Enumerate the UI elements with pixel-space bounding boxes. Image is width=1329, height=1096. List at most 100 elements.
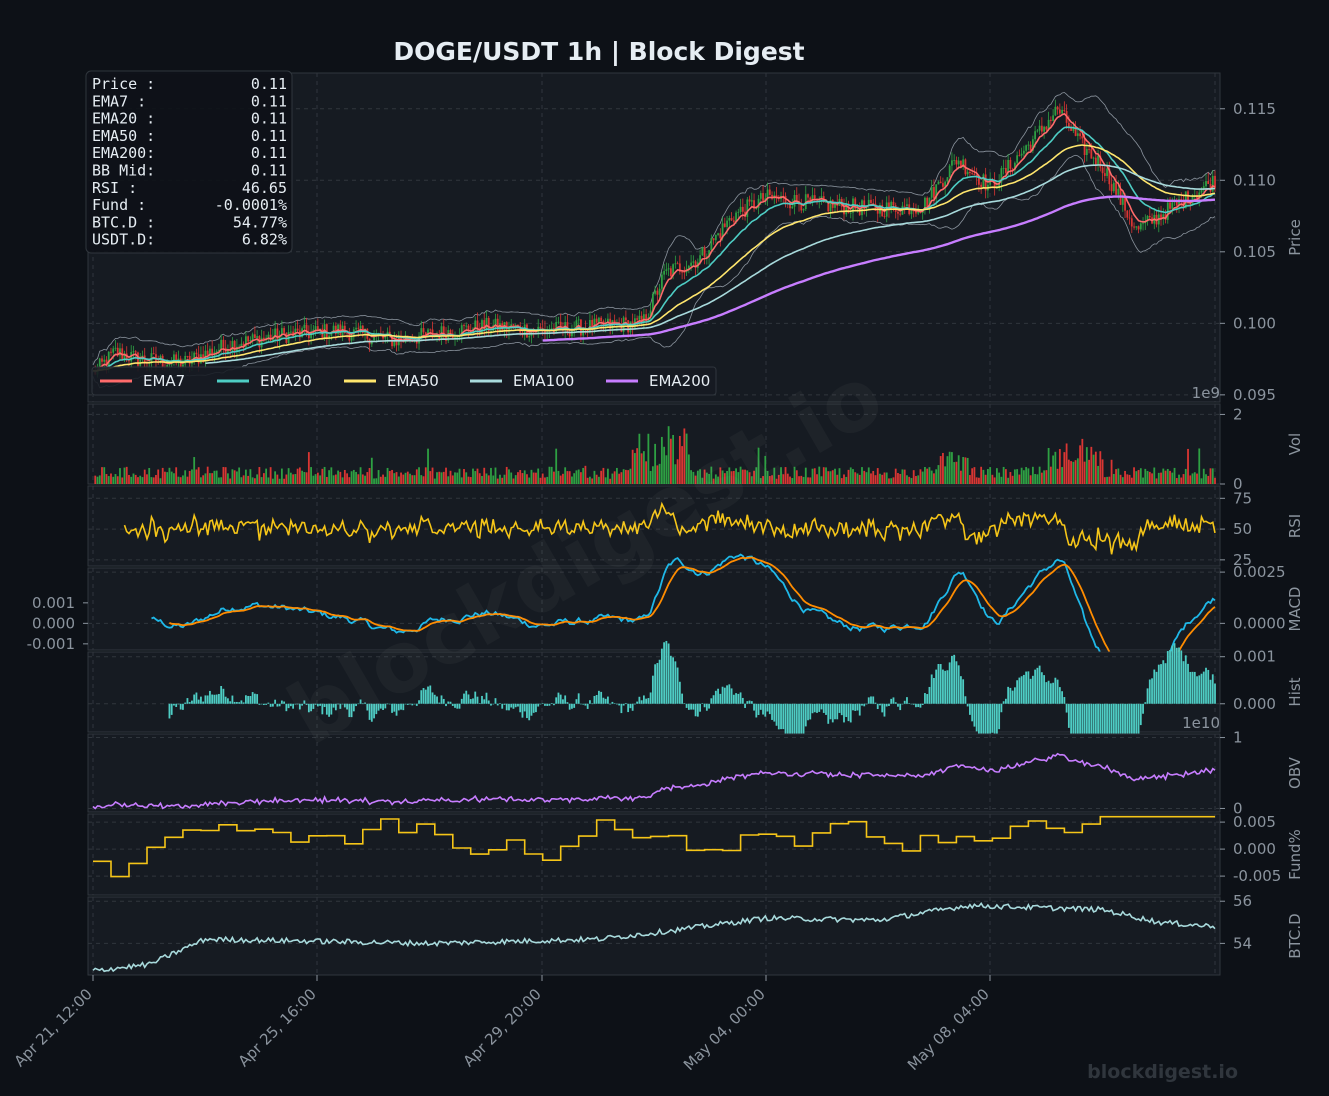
candle-body [1108, 168, 1111, 185]
candle-body [813, 195, 816, 199]
candle-body [240, 343, 243, 347]
hist-bar [867, 697, 870, 704]
hist-bar [251, 692, 254, 704]
hist-bar [539, 703, 542, 705]
hist-bar [420, 690, 423, 704]
hist-bar [822, 703, 825, 713]
hist-bar [1074, 703, 1077, 754]
volume-bar [328, 470, 330, 484]
volume-bar [501, 477, 504, 484]
candle-body [849, 212, 852, 214]
candle-body [768, 189, 771, 195]
volume-bar [391, 469, 393, 484]
volume-bar [267, 477, 270, 484]
volume-bar [512, 478, 515, 484]
info-value: 6.82% [242, 231, 287, 249]
hist-bar [1108, 703, 1111, 757]
candle-body [1074, 127, 1077, 136]
volume-bar [386, 467, 389, 484]
volume-bar [966, 457, 969, 484]
hist-bar [766, 703, 769, 712]
hist-bar [609, 703, 612, 705]
volume-bar [377, 470, 380, 484]
hist-bar [442, 698, 445, 704]
candle-body [656, 290, 659, 295]
volume-bar [1151, 473, 1153, 484]
hist-bar [562, 699, 564, 704]
volume-bar [618, 473, 621, 484]
volume-bar [613, 471, 616, 484]
hist-bar [1187, 663, 1189, 704]
candle-body [132, 351, 135, 353]
y-tick-label: 0.000 [1233, 695, 1276, 713]
volume-bar [1101, 459, 1104, 484]
volume-bar [1209, 468, 1212, 484]
volume-bar [667, 426, 670, 484]
volume-bar [795, 470, 798, 484]
hist-bar [553, 703, 555, 706]
candle-body [107, 351, 110, 367]
volume-bar [784, 467, 787, 484]
volume-bar [1072, 461, 1075, 484]
volume-bar [717, 476, 719, 484]
hist-bar [346, 703, 348, 710]
hist-bar [998, 703, 1001, 730]
volume-bar [323, 466, 326, 484]
volume-bar [1094, 451, 1097, 484]
candle-body [1090, 149, 1093, 159]
hist-bar [1065, 703, 1068, 713]
volume-bar [973, 467, 976, 484]
candle-body [422, 328, 425, 333]
volume-bar [732, 470, 735, 484]
volume-bar [490, 467, 492, 484]
volume-bar [307, 452, 310, 484]
hist-bar [876, 703, 879, 710]
volume-bar [370, 457, 373, 484]
hist-bar [667, 643, 670, 704]
candle-body [732, 220, 735, 222]
volume-bar [247, 475, 250, 484]
volume-bar [854, 472, 857, 484]
hist-bar [262, 703, 265, 706]
volume-bar [1049, 466, 1052, 484]
hist-bar [624, 703, 627, 704]
hist-bar [618, 703, 621, 706]
hist-bar [537, 703, 540, 707]
hist-bar [328, 703, 330, 717]
volume-bar [1178, 474, 1180, 484]
volume-bar [550, 466, 553, 484]
candle-body [1130, 218, 1133, 227]
hist-bar [681, 693, 684, 704]
candle-body [701, 247, 704, 256]
hist-bar [364, 702, 366, 704]
hist-bar [186, 698, 189, 704]
volume-bar [1097, 465, 1099, 484]
hist-bar [321, 703, 324, 715]
volume-bar [128, 474, 130, 484]
volume-bar [874, 475, 877, 484]
volume-bar [1081, 438, 1084, 484]
volume-bar [1079, 445, 1081, 484]
hist-bar [202, 701, 205, 704]
hist-bar [1070, 703, 1072, 741]
hist-bar [649, 692, 652, 704]
candle-body [1187, 191, 1189, 204]
volume-bar [768, 476, 771, 484]
volume-bar [856, 473, 859, 484]
candle-body [971, 173, 974, 174]
hist-bar [249, 696, 252, 704]
rsi-line [123, 501, 1216, 555]
volume-bar [116, 476, 119, 484]
candle-body [1162, 214, 1165, 219]
hist-bar [854, 703, 857, 711]
hist-bar [548, 703, 551, 706]
candle-body [874, 203, 877, 211]
hist-bar [613, 703, 616, 705]
volume-bar [1103, 477, 1106, 484]
candle-body [863, 200, 866, 209]
hist-bar [334, 703, 337, 711]
candle-body [771, 194, 773, 199]
volume-bar [316, 472, 319, 484]
volume-bar [1009, 472, 1012, 484]
hist-bar [388, 703, 391, 705]
